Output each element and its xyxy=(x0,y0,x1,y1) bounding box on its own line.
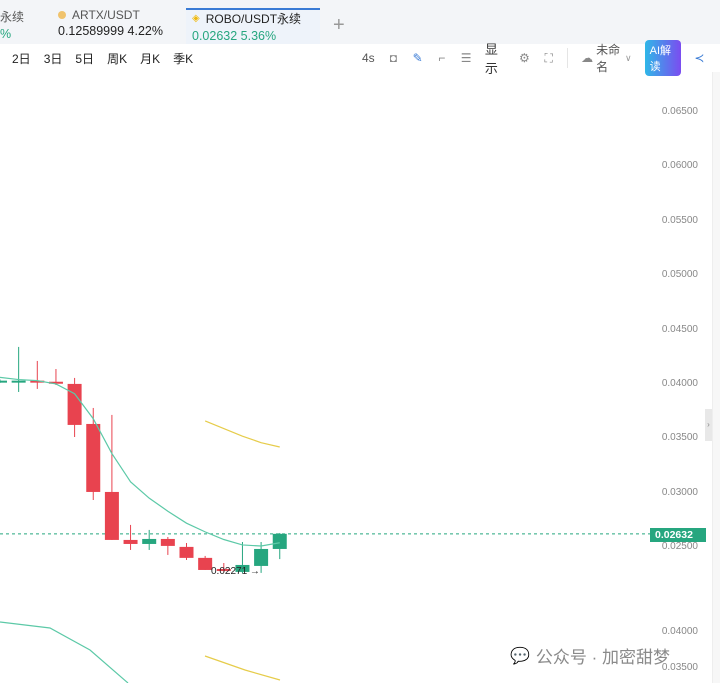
candle-body xyxy=(123,539,138,544)
candle-body xyxy=(142,538,157,544)
timeframe-5[interactable]: 季K xyxy=(173,51,194,66)
candle-body xyxy=(216,568,231,571)
cloud-icon: ☁ xyxy=(581,51,594,65)
tab-change: 5.36% xyxy=(240,29,277,43)
y-axis-label: 0.06500 xyxy=(661,106,698,117)
layout-name: 未命名 xyxy=(596,43,621,74)
ma-fast-line xyxy=(0,376,280,547)
y-axis-label: 0.04500 xyxy=(661,323,698,335)
camera-icon[interactable]: ◘ xyxy=(389,51,397,65)
watermark-text: 公众号 · 加密甜梦 xyxy=(535,648,671,667)
fullscreen-icon[interactable]: ⛶ xyxy=(544,51,553,65)
lower-ma-slow-line xyxy=(204,655,281,681)
tab-bar: 永续 % ARTX/USDT 0.12589999 4.22% ◈ ROBO/US… xyxy=(0,0,720,44)
interval-button[interactable]: 4s xyxy=(362,51,375,65)
lower-ma-fast-line xyxy=(0,621,129,683)
tab-robo-usdt-perpetual[interactable]: ◈ ROBO/USDT永续 0.02632 5.36% xyxy=(186,8,320,44)
candle-body xyxy=(235,564,250,572)
display-button[interactable]: 显示 xyxy=(484,42,498,76)
timeframe-2[interactable]: 5日 xyxy=(75,51,95,66)
tab-artx-usdt[interactable]: ARTX/USDT 0.12589999 4.22% xyxy=(52,8,182,44)
right-panel xyxy=(712,72,720,683)
candlestick-chart[interactable] xyxy=(0,72,705,683)
tab-change: 4.22% xyxy=(127,24,163,38)
tab-name: ROBO/USDT永续 xyxy=(205,12,302,26)
candle-body xyxy=(86,423,101,492)
candle-body xyxy=(272,533,287,549)
low-price-label: 0.02271 → xyxy=(211,566,260,577)
divider xyxy=(567,48,569,68)
timeframe-4[interactable]: 月K xyxy=(140,51,161,66)
chevron-down-icon: ∨ xyxy=(625,52,632,63)
y-axis-label: 0.03000 xyxy=(661,486,698,498)
list-icon[interactable]: ☰ xyxy=(460,51,472,65)
y-axis-label: 0.04000 xyxy=(661,378,698,389)
candle-body xyxy=(30,380,45,383)
candle-body xyxy=(104,491,119,540)
candle-body xyxy=(179,546,194,558)
tab-price: 0.12589999 xyxy=(58,24,125,38)
tab-name: ARTX/USDT xyxy=(72,8,140,22)
y-axis-label: 0.03500 xyxy=(661,432,698,444)
candle-body xyxy=(48,381,63,384)
ai-analysis-button[interactable]: AI解读 xyxy=(644,40,681,76)
lower-axis-label: 0.03500 xyxy=(661,662,698,673)
layout-select[interactable]: ☁ 未命名 ∨ xyxy=(581,41,631,75)
settings-icon[interactable]: ⚙ xyxy=(519,51,530,65)
candle-body xyxy=(0,380,7,383)
timeframe-3[interactable]: 周K xyxy=(107,51,128,66)
y-axis-label: 0.06000 xyxy=(661,160,698,172)
add-tab-button[interactable]: + xyxy=(333,14,345,36)
candle-body xyxy=(11,380,26,383)
y-axis-label: 0.05000 xyxy=(661,269,698,281)
coin-icon xyxy=(58,11,66,19)
current-price-tag: 0.02632 xyxy=(650,528,706,542)
timeframe-0[interactable]: 2日 xyxy=(12,51,31,66)
candle-body xyxy=(160,538,175,546)
candle-body xyxy=(254,548,269,566)
y-axis-label: 0.02500 xyxy=(661,541,698,553)
pencil-icon[interactable]: ✎ xyxy=(412,51,423,65)
tab-change: % xyxy=(0,27,12,41)
wechat-icon: 💬 xyxy=(510,647,530,665)
tab-name: 永续 xyxy=(0,10,25,24)
tab-price: 0.02632 xyxy=(192,29,238,43)
add-window-icon[interactable]: ⌐ xyxy=(438,51,446,65)
y-axis-label: 0.05500 xyxy=(661,214,698,226)
coin-icon: ◈ xyxy=(192,13,200,24)
share-icon[interactable]: ≺ xyxy=(694,51,705,65)
chart-toolbar: 2日 3日 5日 周K 月K 季K 4s ◘ ✎ ⌐ ☰ 显示 ⚙ ⛶ ☁ 未命名 ∨ AI解… xyxy=(0,40,705,76)
candle-body xyxy=(67,383,82,425)
candle-body xyxy=(198,557,213,570)
collapse-panel-handle[interactable]: › xyxy=(705,409,712,441)
ma-slow-line xyxy=(204,420,280,448)
watermark: 💬 公众号 · 加密甜梦 xyxy=(510,643,670,668)
timeframe-1[interactable]: 3日 xyxy=(43,51,63,66)
tab-perpetual-partial[interactable]: 永续 % xyxy=(0,8,42,44)
lower-axis-label: 0.04000 xyxy=(661,626,698,637)
